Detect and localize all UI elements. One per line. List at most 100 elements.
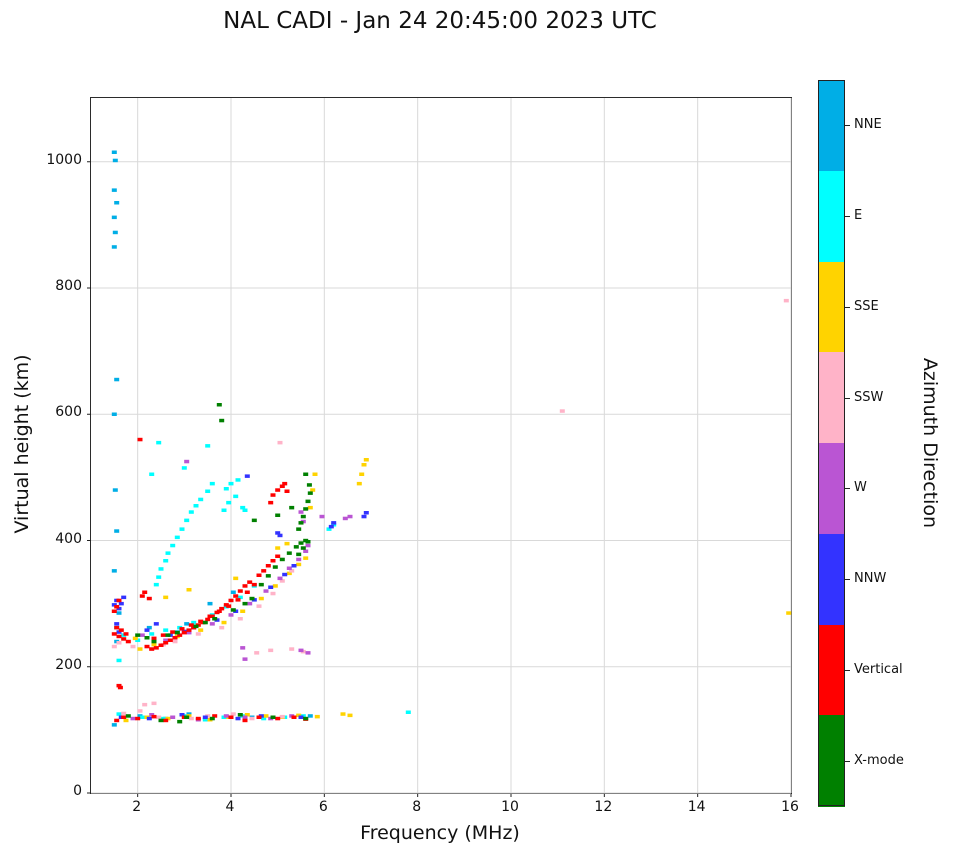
scatter-point-NNE bbox=[207, 601, 213, 606]
scatter-point-Vertical bbox=[144, 644, 150, 649]
scatter-point-W bbox=[130, 716, 136, 721]
colorbar-axis-label: Azimuth Direction bbox=[919, 357, 941, 529]
colorbar-segment-NNE bbox=[818, 80, 845, 172]
scatter-point-E bbox=[160, 716, 166, 721]
scatter-point-SSE bbox=[137, 647, 143, 651]
scatter-point-SSE bbox=[296, 562, 302, 567]
scatter-point-SSE bbox=[244, 713, 250, 717]
scatter-point-Vertical bbox=[118, 628, 124, 632]
scatter-point-Vertical bbox=[282, 481, 288, 486]
scatter-point-SSE bbox=[310, 488, 316, 492]
scatter-point-Vertical bbox=[235, 598, 241, 602]
scatter-point-Vertical bbox=[172, 636, 178, 640]
scatter-point-W bbox=[242, 657, 248, 661]
colorbar-tick bbox=[845, 397, 850, 399]
scatter-point-E bbox=[237, 595, 243, 600]
scatter-point-Vertical bbox=[114, 605, 120, 609]
scatter-point-SSE bbox=[347, 713, 353, 718]
y-tick-label: 600 bbox=[55, 404, 82, 421]
scatter-point-Vertical bbox=[233, 594, 239, 598]
scatter-point-E bbox=[223, 487, 229, 491]
scatter-point-X-mode bbox=[296, 552, 302, 557]
scatter-point-NNE bbox=[230, 590, 236, 594]
scatter-point-NNW bbox=[282, 572, 288, 577]
scatter-point-E bbox=[165, 551, 171, 555]
scatter-point-Vertical bbox=[188, 623, 194, 627]
scatter-point-SSW bbox=[156, 715, 162, 719]
scatter-point-X-mode bbox=[289, 505, 295, 510]
scatter-point-NNW bbox=[114, 622, 120, 626]
scatter-point-NNE bbox=[112, 488, 118, 492]
scatter-point-X-mode bbox=[305, 499, 311, 504]
scatter-point-W bbox=[286, 566, 292, 570]
scatter-point-W bbox=[298, 648, 304, 653]
scatter-point-W bbox=[342, 516, 348, 521]
scatter-point-NNW bbox=[331, 521, 337, 525]
colorbar-segment-SSW bbox=[818, 352, 845, 444]
scatter-point-E bbox=[205, 489, 211, 493]
scatter-point-SSW bbox=[783, 298, 789, 303]
scatter-point-NNW bbox=[291, 564, 297, 568]
scatter-point-W bbox=[240, 646, 246, 650]
scatter-point-W bbox=[228, 613, 234, 617]
scatter-point-X-mode bbox=[193, 624, 199, 629]
scatter-point-Vertical bbox=[117, 685, 123, 690]
colorbar-tick bbox=[845, 579, 850, 581]
scatter-point-Vertical bbox=[142, 590, 148, 594]
scatter-point-Vertical bbox=[135, 716, 141, 721]
scatter-point-SSE bbox=[359, 472, 365, 476]
scatter-point-SSE bbox=[361, 463, 367, 467]
scatter-point-SSE bbox=[186, 588, 192, 592]
scatter-point-SSW bbox=[256, 604, 262, 608]
scatter-point-Vertical bbox=[265, 564, 271, 568]
scatter-point-NNE bbox=[111, 412, 117, 416]
scatter-point-SSE bbox=[275, 546, 281, 550]
y-tick-label: 0 bbox=[73, 783, 82, 799]
scatter-point-SSW bbox=[559, 409, 565, 413]
scatter-point-SSE bbox=[132, 636, 138, 641]
scatter-point-SSW bbox=[279, 714, 285, 719]
scatter-point-SSE bbox=[258, 596, 264, 601]
scatter-point-NNW bbox=[121, 595, 127, 600]
scatter-point-SSE bbox=[286, 571, 292, 576]
scatter-point-X-mode bbox=[237, 713, 243, 717]
scatter-point-W bbox=[223, 714, 229, 718]
scatter-point-E bbox=[193, 504, 199, 508]
scatter-point-NNE bbox=[111, 215, 117, 220]
x-tick-label: 14 bbox=[687, 799, 706, 815]
scatter-point-X-mode bbox=[144, 636, 150, 640]
scatter-point-NNW bbox=[328, 524, 334, 529]
scatter-point-Vertical bbox=[195, 716, 201, 721]
scatter-point-Vertical bbox=[111, 632, 117, 636]
scatter-point-Vertical bbox=[270, 493, 276, 497]
scatter-point-X-mode bbox=[305, 540, 311, 544]
scatter-point-Vertical bbox=[242, 584, 248, 588]
scatter-point-SSW bbox=[289, 647, 295, 651]
scatter-point-E bbox=[188, 510, 194, 514]
scatter-point-Vertical bbox=[121, 715, 127, 719]
scatter-point-W bbox=[186, 630, 192, 635]
scatter-point-NNW bbox=[179, 713, 185, 717]
scatter-point-X-mode bbox=[177, 719, 183, 724]
scatter-point-Vertical bbox=[160, 633, 166, 637]
scatter-point-X-mode bbox=[258, 582, 264, 587]
scatter-point-W bbox=[184, 459, 190, 464]
scatter-point-NNE bbox=[111, 569, 117, 573]
scatter-point-SSE bbox=[314, 714, 320, 719]
scatter-point-SSE bbox=[123, 718, 129, 723]
scatter-point-W bbox=[170, 715, 176, 719]
scatter-point-E bbox=[116, 658, 122, 663]
scatter-point-SSW bbox=[137, 709, 143, 713]
scatter-point-E bbox=[221, 508, 227, 512]
scatter-point-X-mode bbox=[300, 514, 306, 519]
scatter-point-Vertical bbox=[137, 437, 143, 442]
scatter-point-W bbox=[303, 549, 309, 553]
scatter-point-SSE bbox=[284, 541, 290, 546]
colorbar-tick bbox=[845, 760, 850, 762]
scatter-point-NNW bbox=[144, 628, 150, 632]
scatter-point-W bbox=[347, 514, 353, 519]
scatter-point-NNW bbox=[116, 606, 122, 611]
scatter-point-Vertical bbox=[121, 637, 127, 641]
scatter-point-Vertical bbox=[139, 594, 145, 598]
scatter-point-X-mode bbox=[296, 527, 302, 531]
